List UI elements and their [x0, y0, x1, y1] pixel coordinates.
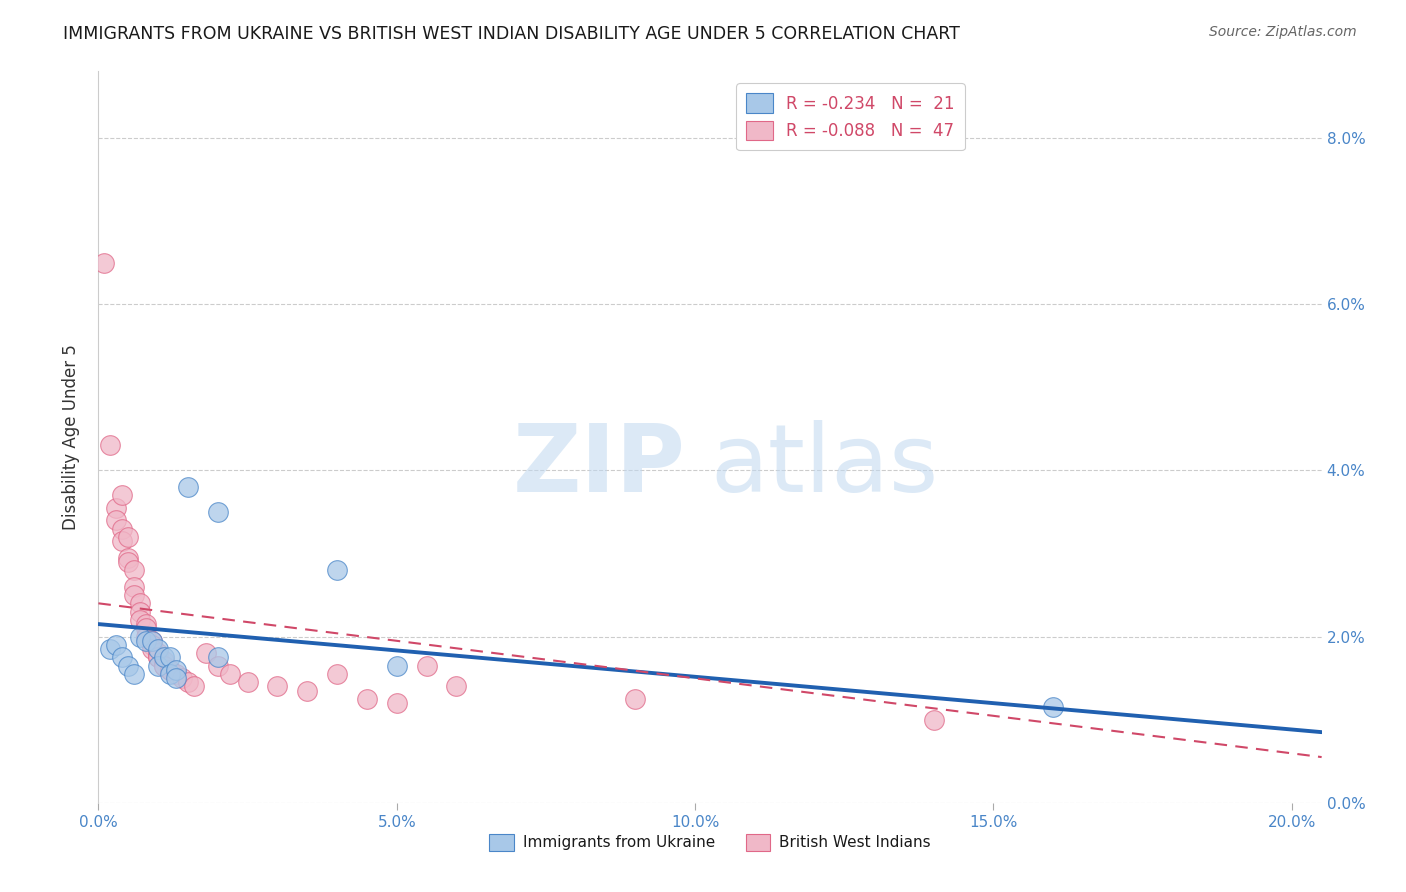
Point: [385, 658, 408, 673]
Point: [146, 658, 169, 673]
Point: [141, 633, 163, 648]
Point: [117, 550, 139, 565]
Point: [177, 675, 200, 690]
Point: [111, 533, 134, 548]
Point: [141, 638, 163, 652]
Point: [122, 588, 145, 602]
Point: [165, 663, 187, 677]
Point: [624, 692, 647, 706]
Point: [153, 658, 176, 673]
Point: [117, 530, 139, 544]
Point: [98, 438, 121, 452]
Point: [218, 667, 240, 681]
Point: [177, 480, 200, 494]
Point: [122, 667, 145, 681]
Point: [159, 663, 181, 677]
Point: [922, 713, 945, 727]
Point: [159, 663, 181, 677]
Point: [1042, 700, 1064, 714]
Point: [105, 500, 128, 515]
Point: [194, 646, 217, 660]
Point: [170, 671, 193, 685]
Point: [129, 596, 152, 610]
Point: [111, 521, 134, 535]
Point: [129, 613, 152, 627]
Point: [326, 563, 349, 577]
Point: [98, 642, 121, 657]
Point: [236, 675, 259, 690]
Point: [135, 630, 157, 644]
Point: [146, 650, 169, 665]
Point: [122, 580, 145, 594]
Point: [146, 646, 169, 660]
Point: [356, 692, 378, 706]
Point: [135, 617, 157, 632]
Point: [146, 642, 169, 657]
Text: IMMIGRANTS FROM UKRAINE VS BRITISH WEST INDIAN DISABILITY AGE UNDER 5 CORRELATIO: IMMIGRANTS FROM UKRAINE VS BRITISH WEST …: [63, 25, 960, 43]
Point: [153, 650, 176, 665]
Point: [415, 658, 437, 673]
Point: [135, 621, 157, 635]
Point: [111, 488, 134, 502]
Point: [117, 658, 139, 673]
Point: [111, 650, 134, 665]
Text: ZIP: ZIP: [513, 420, 686, 512]
Point: [159, 667, 181, 681]
Point: [141, 633, 163, 648]
Point: [117, 555, 139, 569]
Point: [385, 696, 408, 710]
Y-axis label: Disability Age Under 5: Disability Age Under 5: [62, 344, 80, 530]
Text: atlas: atlas: [710, 420, 938, 512]
Point: [207, 505, 229, 519]
Point: [129, 605, 152, 619]
Point: [207, 658, 229, 673]
Point: [326, 667, 349, 681]
Point: [122, 563, 145, 577]
Point: [93, 255, 115, 269]
Point: [146, 650, 169, 665]
Point: [105, 638, 128, 652]
Point: [183, 680, 205, 694]
Point: [159, 650, 181, 665]
Point: [165, 667, 187, 681]
Point: [297, 683, 319, 698]
Legend: Immigrants from Ukraine, British West Indians: Immigrants from Ukraine, British West In…: [484, 828, 936, 857]
Point: [153, 655, 176, 669]
Point: [105, 513, 128, 527]
Point: [135, 633, 157, 648]
Text: Source: ZipAtlas.com: Source: ZipAtlas.com: [1209, 25, 1357, 39]
Point: [446, 680, 468, 694]
Point: [165, 671, 187, 685]
Point: [153, 658, 176, 673]
Point: [266, 680, 288, 694]
Point: [129, 630, 152, 644]
Point: [207, 650, 229, 665]
Point: [141, 642, 163, 657]
